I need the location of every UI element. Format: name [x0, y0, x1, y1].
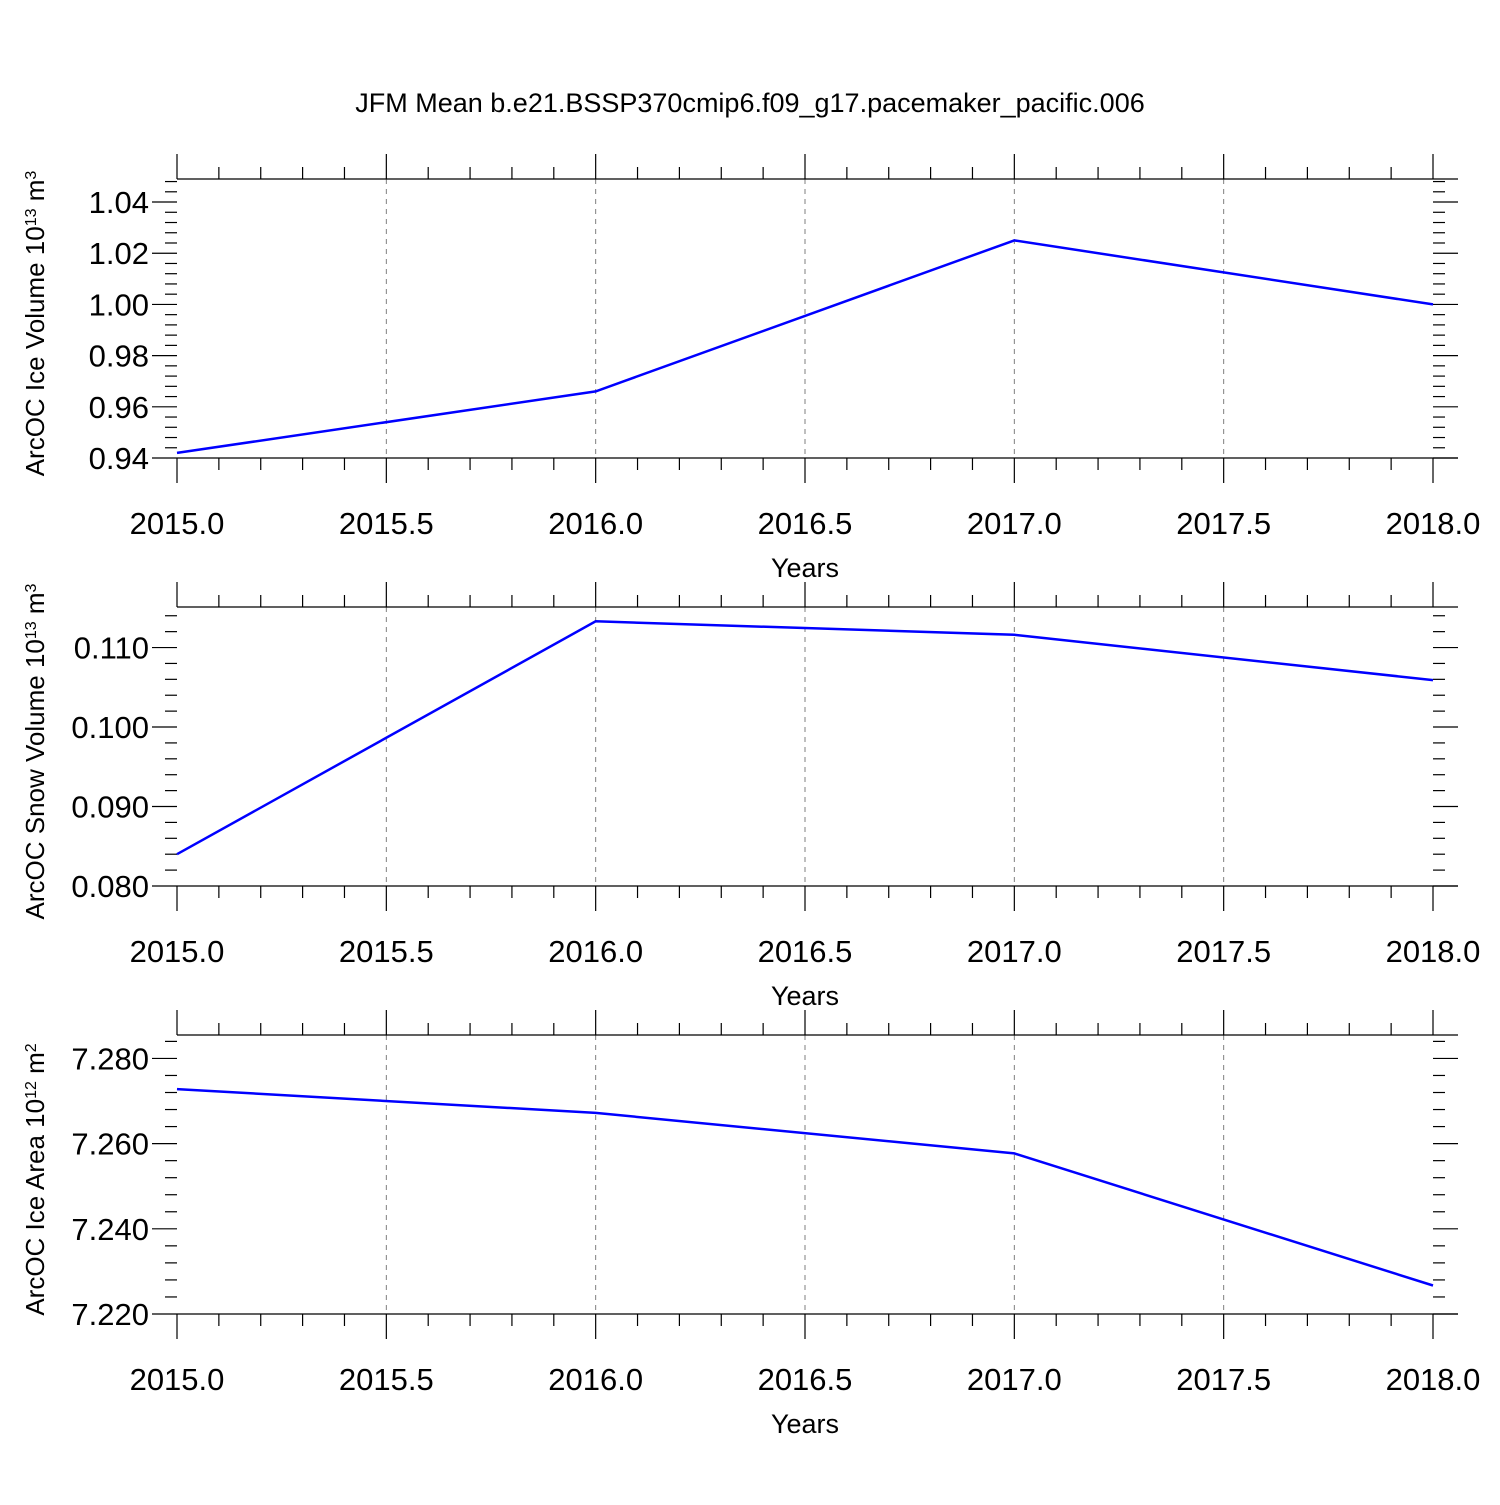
x-tick-label: 2017.0: [967, 1362, 1062, 1397]
chart-panel-2: 0.080 0.090 0.100 0.110 2015.0 2015.5 2016.0 20…: [20, 582, 1480, 1011]
y-axis-label-superscript: 3: [23, 171, 40, 180]
y-tick-label: 0.090: [71, 790, 149, 825]
y-tick-label: 7.240: [71, 1212, 149, 1247]
x-axis-label: Years: [771, 553, 839, 583]
y-axis-label-text: m: [20, 1052, 50, 1081]
chart-panel-1: 0.94 0.96 0.98 1.00 1.02 1.04 2015.0 2015.5 2016…: [20, 154, 1480, 583]
x-tick-label: 2017.5: [1176, 506, 1271, 541]
y-axis-label-superscript: 13: [23, 621, 40, 639]
x-tick-label: 2016.0: [548, 934, 643, 969]
y-tick-label: 7.220: [71, 1297, 149, 1332]
y-axis-label-text: ArcOC Snow Volume 10: [20, 639, 50, 919]
x-axis-label: Years: [771, 981, 839, 1011]
y-tick-label: 7.280: [71, 1041, 149, 1076]
y-tick-label: 7.260: [71, 1127, 149, 1162]
y-tick-label: 0.080: [71, 869, 149, 904]
x-tick-label: 2018.0: [1386, 1362, 1481, 1397]
y-tick-label: 0.96: [89, 390, 149, 425]
x-tick-label: 2016.5: [758, 1362, 853, 1397]
x-tick-label: 2015.0: [130, 1362, 225, 1397]
y-tick-label: 1.02: [89, 236, 149, 271]
x-axis-label: Years: [771, 1409, 839, 1439]
y-tick-label: 0.98: [89, 339, 149, 374]
x-tick-label: 2015.0: [130, 934, 225, 969]
x-tick-label: 2016.5: [758, 934, 853, 969]
x-tick-label: 2017.5: [1176, 934, 1271, 969]
y-axis-label-text: m: [20, 592, 50, 621]
y-tick-label: 1.00: [89, 287, 149, 322]
x-tick-label: 2015.5: [339, 1362, 434, 1397]
x-tick-label: 2017.0: [967, 506, 1062, 541]
y-axis-label-superscript: 2: [23, 1043, 40, 1052]
y-axis-label-text: m: [20, 180, 50, 209]
y-tick-label: 1.04: [89, 185, 149, 220]
y-axis-label-superscript: 3: [23, 583, 40, 592]
x-tick-label: 2015.5: [339, 506, 434, 541]
x-tick-label: 2016.0: [548, 506, 643, 541]
y-axis-label: ArcOC Ice Area 1012 m2: [20, 1043, 50, 1315]
y-tick-label: 0.110: [74, 631, 149, 666]
y-tick-label: 0.94: [89, 441, 149, 476]
chart-panel-3: 7.220 7.240 7.260 7.280 2015.0 2015.5 2016.0 20…: [20, 1010, 1480, 1439]
x-tick-label: 2017.5: [1176, 1362, 1271, 1397]
x-tick-label: 2015.0: [130, 506, 225, 541]
x-tick-label: 2018.0: [1386, 506, 1481, 541]
y-axis-label-superscript: 12: [23, 1081, 40, 1099]
chart-title: JFM Mean b.e21.BSSP370cmip6.f09_g17.pace…: [355, 88, 1144, 118]
y-axis-label-text: ArcOC Ice Volume 10: [20, 226, 50, 476]
y-axis-label: ArcOC Ice Volume 1013 m3: [20, 171, 50, 477]
y-axis-label-superscript: 13: [23, 208, 40, 226]
x-tick-label: 2016.0: [548, 1362, 643, 1397]
x-tick-label: 2017.0: [967, 934, 1062, 969]
y-axis-label: ArcOC Snow Volume 1013 m3: [20, 583, 50, 919]
x-tick-label: 2018.0: [1386, 934, 1481, 969]
x-tick-label: 2015.5: [339, 934, 434, 969]
y-axis-label-text: ArcOC Ice Area 10: [20, 1099, 50, 1316]
x-tick-label: 2016.5: [758, 506, 853, 541]
y-tick-label: 0.100: [71, 710, 149, 745]
